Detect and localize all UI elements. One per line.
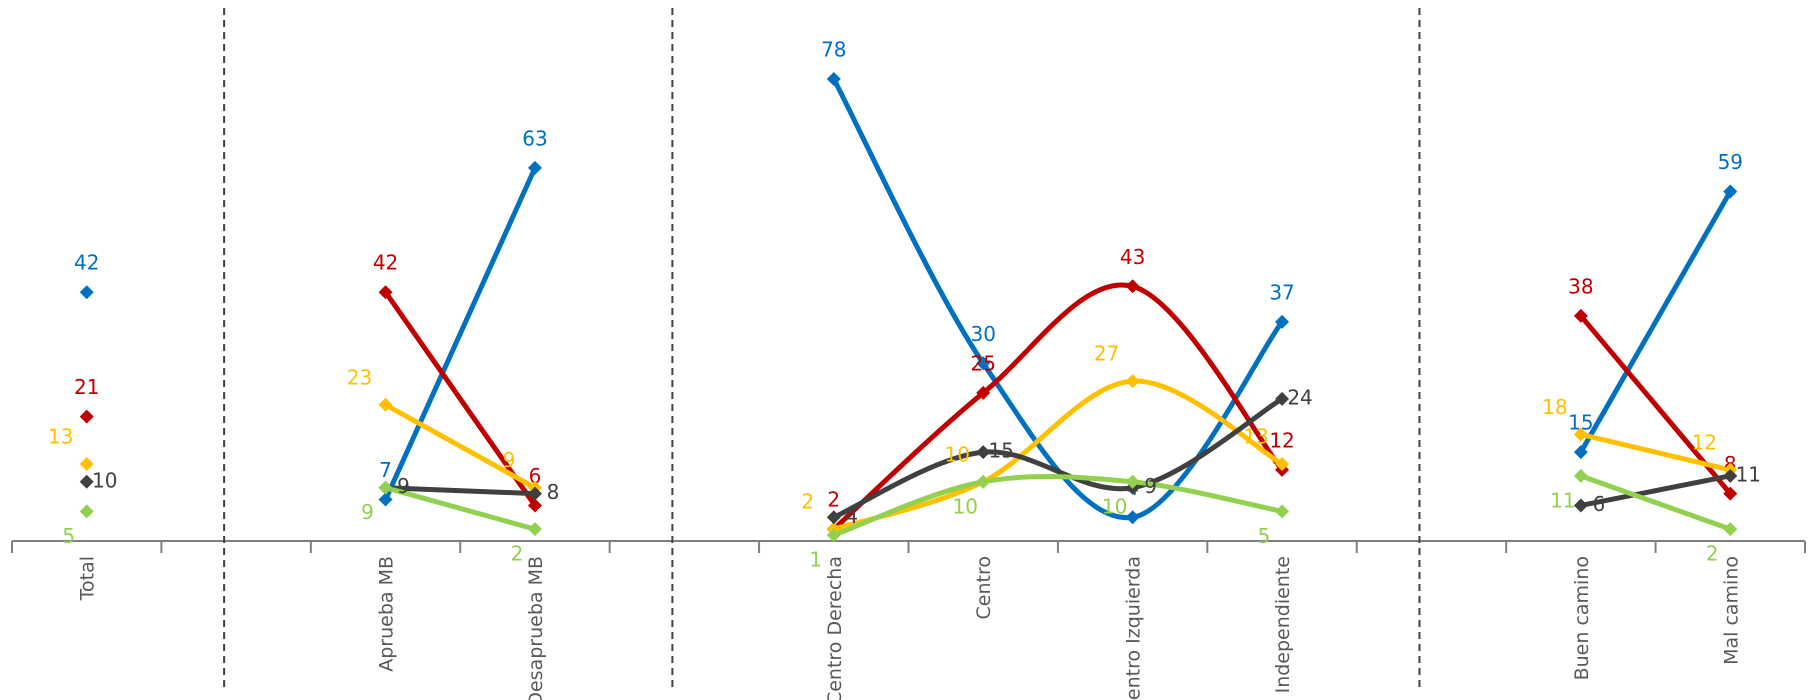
point-marker — [378, 285, 393, 300]
point-marker — [79, 285, 94, 300]
point-marker — [1723, 468, 1738, 483]
data-label: 9 — [397, 474, 410, 498]
data-label: 13 — [1243, 425, 1268, 449]
data-label: 15 — [988, 439, 1013, 463]
point-marker — [1125, 510, 1140, 525]
point-marker — [976, 385, 991, 400]
point-marker — [378, 480, 393, 495]
point-marker — [1573, 468, 1588, 483]
point-marker — [1573, 445, 1588, 460]
data-label: 24 — [1287, 385, 1312, 409]
data-label: 27 — [1094, 342, 1119, 366]
point-marker — [1573, 308, 1588, 323]
point-marker — [79, 457, 94, 471]
point-marker — [1275, 314, 1290, 329]
data-label: 9 — [1144, 474, 1157, 498]
data-label: 10 — [1102, 494, 1127, 518]
data-label: 42 — [74, 251, 99, 275]
data-label: 8 — [547, 480, 560, 504]
data-label: 78 — [821, 38, 846, 62]
data-label: 6 — [529, 464, 542, 488]
data-label: 21 — [74, 375, 99, 399]
data-label: 30 — [970, 322, 995, 346]
data-label: 10 — [952, 494, 977, 518]
point-marker — [1125, 279, 1140, 294]
data-label: 2 — [801, 490, 814, 514]
x-tick-label: Independiente — [1272, 556, 1294, 693]
point-marker — [976, 474, 991, 489]
point-marker — [1573, 498, 1588, 513]
point-marker — [527, 160, 542, 175]
data-label: 12 — [1692, 430, 1717, 454]
data-label: 11 — [1550, 488, 1575, 512]
series-line — [383, 378, 1733, 532]
data-label: 2 — [827, 488, 840, 512]
data-label: 9 — [361, 500, 374, 524]
data-label: 10 — [944, 442, 969, 466]
point-marker — [1275, 391, 1290, 406]
point-marker — [1573, 427, 1588, 442]
data-label: 38 — [1568, 274, 1593, 298]
data-label: 25 — [970, 351, 995, 375]
data-label: 2 — [511, 542, 524, 566]
point-marker — [79, 474, 94, 489]
point-marker — [1275, 457, 1290, 471]
point-marker — [976, 445, 991, 460]
x-tick-label: Centro Derecha — [824, 556, 846, 700]
point-marker — [527, 486, 542, 501]
data-label: 2 — [1706, 542, 1719, 566]
point-marker — [826, 72, 841, 86]
series-line — [383, 473, 1733, 538]
point-marker — [378, 492, 393, 507]
point-marker — [378, 397, 393, 412]
x-tick-label: Desaprueba MB — [525, 556, 547, 700]
data-label: 4 — [845, 504, 858, 528]
data-label: 13 — [48, 425, 73, 449]
data-label: 1 — [809, 548, 822, 572]
x-tick-label: Buen camino — [1571, 556, 1593, 680]
point-marker — [79, 504, 94, 519]
point-marker — [527, 522, 542, 537]
data-label: 9 — [503, 448, 516, 472]
data-label: 5 — [62, 524, 75, 548]
data-label: 59 — [1718, 150, 1743, 174]
point-marker — [1275, 504, 1290, 519]
x-tick-label: Centro Izquierda — [1123, 556, 1145, 700]
x-tick-label: Centro — [973, 556, 995, 619]
data-label: 43 — [1120, 245, 1145, 269]
x-tick-label: Aprueba MB — [376, 556, 398, 672]
series-line — [383, 396, 1733, 520]
series-line — [383, 282, 1733, 532]
point-marker — [1723, 522, 1738, 537]
point-marker — [826, 510, 841, 525]
data-label: 18 — [1542, 395, 1567, 419]
point-marker — [527, 498, 542, 513]
point-marker — [79, 409, 94, 424]
series-line — [383, 76, 1733, 521]
data-label: 11 — [1736, 462, 1761, 486]
point-marker — [1125, 374, 1140, 389]
data-label: 12 — [1269, 428, 1294, 452]
point-marker — [976, 356, 991, 371]
data-label: 63 — [522, 126, 547, 150]
data-label: 7 — [379, 458, 392, 482]
point-marker — [1125, 474, 1140, 489]
data-label: 5 — [1258, 524, 1271, 548]
data-label: 23 — [347, 365, 372, 389]
data-label: 42 — [373, 251, 398, 275]
point-marker — [1723, 486, 1738, 501]
x-tick-label: Mal camino — [1720, 556, 1742, 665]
data-label: 10 — [92, 468, 117, 492]
data-label: 6 — [1593, 492, 1606, 516]
x-tick-label: Total — [77, 556, 99, 601]
point-marker — [1723, 184, 1738, 199]
point-marker — [826, 528, 841, 543]
data-label: 37 — [1269, 280, 1294, 304]
